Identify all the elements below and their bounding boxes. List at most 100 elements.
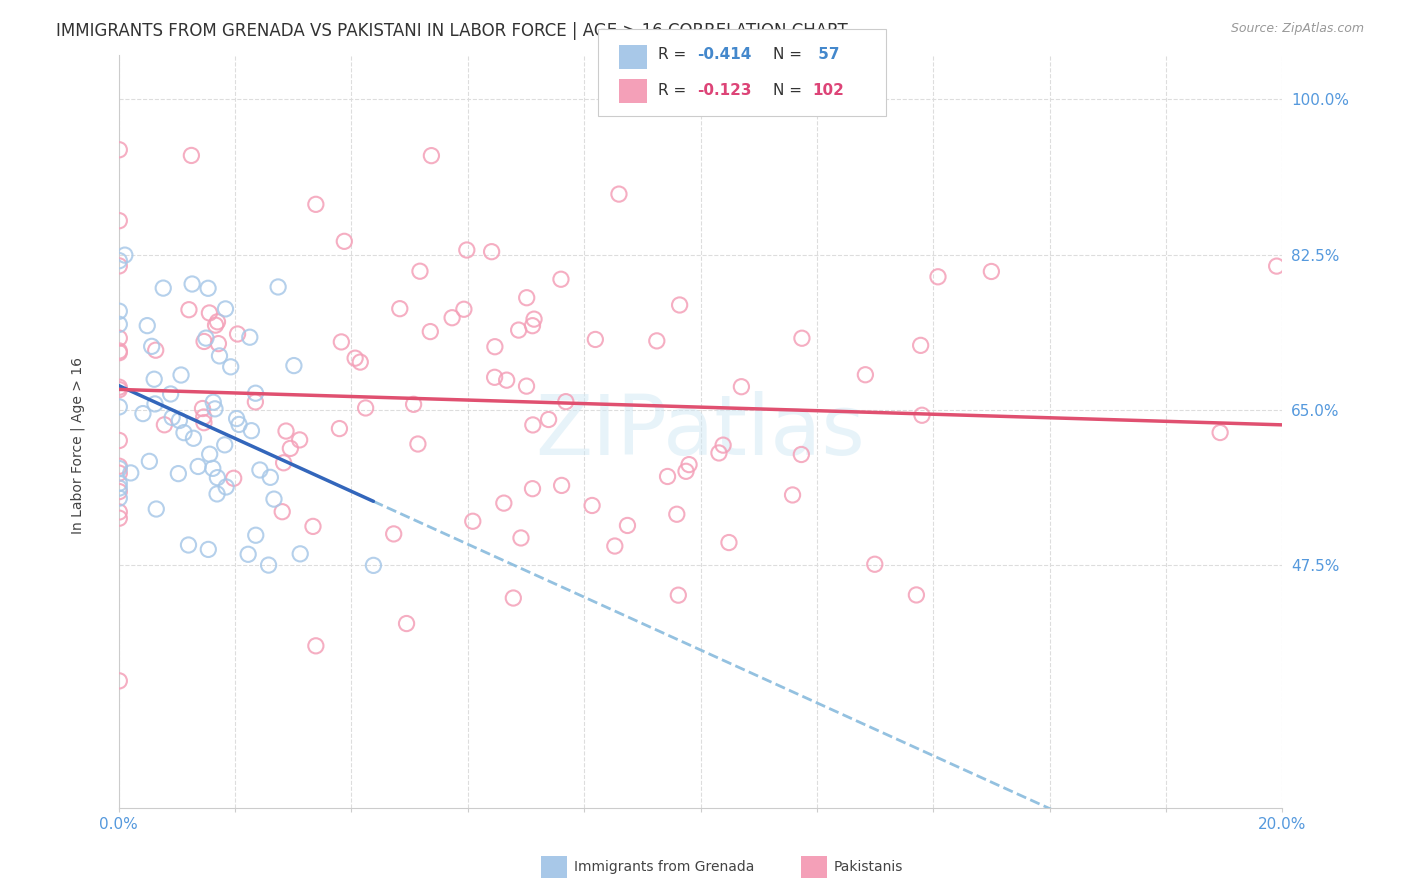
Point: [245, 395, 267, 409]
Point: [181, 277, 204, 291]
Point: [550, 272, 572, 286]
Point: [616, 518, 638, 533]
Point: [108, 481, 131, 495]
Point: [554, 394, 576, 409]
Point: [108, 253, 131, 268]
Point: [245, 528, 267, 542]
Point: [138, 454, 160, 468]
Point: [461, 514, 484, 528]
Point: [863, 558, 886, 572]
Point: [523, 312, 546, 326]
Point: [274, 424, 297, 438]
Point: [108, 400, 131, 414]
Text: N =: N =: [773, 84, 807, 98]
Point: [363, 558, 385, 573]
Point: [305, 197, 328, 211]
Point: [678, 458, 700, 472]
Point: [240, 424, 263, 438]
Point: [419, 325, 441, 339]
Point: [145, 343, 167, 358]
Point: [214, 301, 236, 316]
Point: [159, 387, 181, 401]
Point: [665, 508, 688, 522]
Point: [193, 334, 215, 349]
Point: [495, 373, 517, 387]
Text: R =: R =: [658, 84, 692, 98]
Point: [207, 315, 229, 329]
Point: [537, 412, 560, 426]
Point: [1209, 425, 1232, 440]
Point: [108, 143, 131, 157]
Point: [927, 269, 949, 284]
Point: [143, 372, 166, 386]
Point: [191, 401, 214, 416]
Point: [207, 470, 229, 484]
Point: [198, 447, 221, 461]
Point: [108, 213, 131, 227]
Point: [910, 338, 932, 352]
Point: [214, 438, 236, 452]
Point: [180, 148, 202, 162]
Point: [173, 425, 195, 440]
Point: [510, 531, 533, 545]
Point: [581, 499, 603, 513]
Point: [583, 333, 606, 347]
Point: [108, 673, 131, 688]
Point: [675, 464, 697, 478]
Point: [143, 397, 166, 411]
Point: [441, 310, 464, 325]
Point: [267, 280, 290, 294]
Point: [853, 368, 876, 382]
Point: [236, 547, 259, 561]
Text: ZIPatlas: ZIPatlas: [536, 392, 866, 472]
Point: [201, 461, 224, 475]
Point: [330, 334, 353, 349]
Point: [409, 264, 432, 278]
Point: [730, 380, 752, 394]
Point: [388, 301, 411, 316]
Point: [170, 368, 193, 382]
Point: [208, 349, 231, 363]
Point: [239, 330, 262, 344]
Text: -0.123: -0.123: [697, 84, 752, 98]
Point: [668, 298, 690, 312]
Point: [108, 318, 131, 332]
Point: [402, 397, 425, 411]
Point: [245, 386, 267, 401]
Point: [108, 466, 131, 480]
Text: Immigrants from Grenada: Immigrants from Grenada: [574, 860, 754, 874]
Point: [717, 535, 740, 549]
Point: [114, 248, 136, 262]
Point: [263, 492, 285, 507]
Point: [645, 334, 668, 348]
Point: [108, 380, 131, 394]
Point: [657, 469, 679, 483]
Point: [349, 355, 371, 369]
Point: [205, 487, 228, 501]
Point: [249, 463, 271, 477]
Point: [193, 409, 215, 424]
Text: Source: ZipAtlas.com: Source: ZipAtlas.com: [1230, 22, 1364, 36]
Point: [108, 259, 131, 273]
Point: [1265, 259, 1288, 273]
Text: R =: R =: [658, 47, 692, 62]
Point: [204, 401, 226, 416]
Point: [215, 480, 238, 494]
Point: [280, 442, 302, 456]
Point: [515, 379, 537, 393]
Point: [169, 413, 191, 427]
Text: Pakistanis: Pakistanis: [834, 860, 903, 874]
Point: [782, 488, 804, 502]
Point: [283, 359, 305, 373]
Point: [187, 459, 209, 474]
Point: [328, 421, 350, 435]
Point: [790, 331, 813, 345]
Point: [259, 470, 281, 484]
Point: [905, 588, 928, 602]
Point: [136, 318, 159, 333]
Point: [120, 466, 142, 480]
Text: 102: 102: [813, 84, 845, 98]
Point: [108, 505, 131, 519]
Point: [160, 410, 183, 425]
Point: [108, 331, 131, 345]
